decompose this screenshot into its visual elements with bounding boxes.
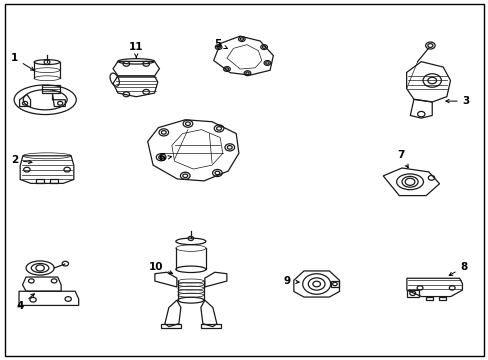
Text: 6: 6 [158, 153, 171, 163]
Bar [36, 180, 44, 183]
Text: 5: 5 [214, 39, 227, 49]
Text: 8: 8 [448, 262, 467, 275]
Text: 9: 9 [283, 276, 299, 286]
Text: 1: 1 [11, 53, 34, 70]
Bar [41, 85, 60, 93]
Text: 7: 7 [396, 150, 407, 168]
Bar [438, 297, 446, 300]
Bar [50, 180, 58, 183]
Text: 10: 10 [148, 262, 172, 274]
Text: 4: 4 [17, 294, 34, 311]
Text: 2: 2 [11, 155, 32, 165]
Bar [161, 324, 181, 328]
Text: 11: 11 [129, 42, 143, 58]
Text: 3: 3 [445, 96, 469, 106]
Bar [201, 324, 221, 328]
Bar [330, 281, 339, 287]
Bar [425, 297, 432, 300]
